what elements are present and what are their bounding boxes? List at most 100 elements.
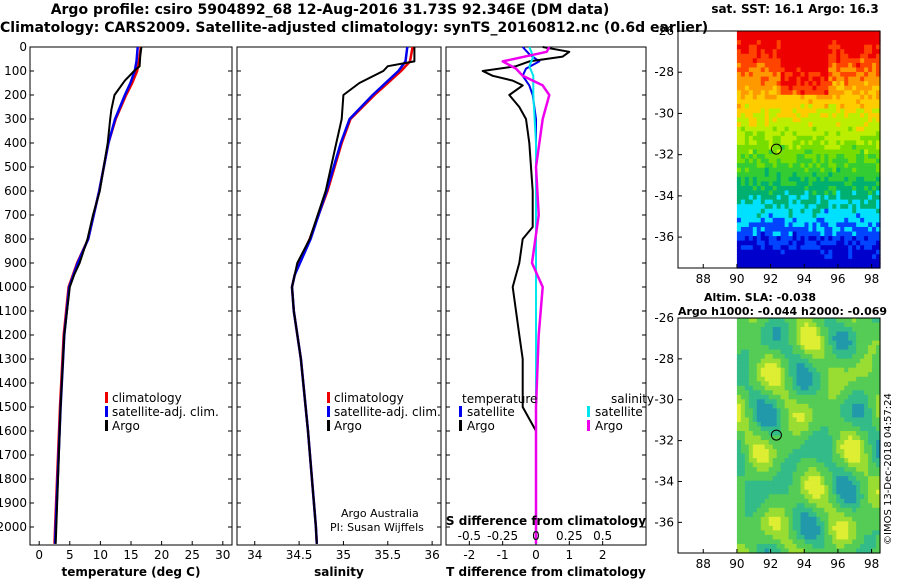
map-cell [828, 44, 833, 50]
map-cell [752, 390, 758, 396]
map-cell [736, 494, 742, 500]
map-cell [872, 345, 877, 351]
map-cell [776, 222, 782, 228]
map-cell [848, 336, 853, 342]
map-cell [872, 399, 877, 405]
map-cell [856, 172, 861, 178]
map-cell [772, 476, 778, 482]
map-cell [768, 226, 774, 233]
map-cell [872, 403, 877, 409]
map-cell [764, 199, 770, 205]
map-cell [752, 236, 758, 242]
map-cell [820, 67, 825, 73]
map-cell [856, 31, 861, 37]
map-cell [808, 489, 814, 495]
map-cell [840, 394, 845, 400]
map-cell [800, 245, 806, 251]
map-cell [812, 240, 817, 246]
map-cell [832, 345, 837, 351]
map-cell [784, 58, 790, 64]
map-cell [848, 99, 853, 105]
map-cell [772, 40, 778, 46]
map-cell [736, 430, 742, 437]
map-cell [812, 236, 817, 242]
map-cell [812, 385, 817, 391]
map-cell [828, 85, 833, 91]
map-cell [800, 163, 806, 169]
map-cell [812, 190, 817, 196]
map-cell [816, 35, 821, 41]
map-cell [868, 67, 873, 73]
map-cell [772, 534, 778, 541]
map-cell [816, 408, 821, 414]
map-cell [780, 390, 786, 396]
map-cell [848, 263, 853, 269]
map-cell [820, 90, 825, 96]
map-cell [804, 131, 810, 137]
map-cell [760, 534, 766, 541]
map-cell [848, 340, 853, 346]
map-cell [876, 208, 881, 214]
map-cell [856, 449, 861, 455]
map-cell [836, 349, 841, 355]
map-cell [876, 367, 881, 373]
map-cell [836, 408, 841, 414]
map-cell [752, 408, 758, 414]
map-cell [768, 345, 774, 351]
map-cell [812, 503, 817, 509]
map-cell [768, 381, 774, 387]
map-cell [816, 144, 821, 151]
map-cell [856, 530, 861, 536]
map-cell [748, 417, 754, 423]
map-cell [816, 444, 821, 450]
map-cell [740, 358, 746, 364]
map-cell [832, 44, 837, 50]
map-cell [836, 494, 841, 500]
map-cell [764, 154, 770, 160]
map-cell [764, 76, 770, 82]
map-cell [820, 548, 825, 554]
map-cell [796, 507, 802, 513]
map-cell [808, 534, 814, 541]
map-cell [812, 135, 817, 141]
map-cell [812, 58, 817, 64]
map-cell [824, 81, 829, 87]
map-cell [820, 507, 825, 513]
map-cell [876, 167, 881, 173]
map-cell [828, 435, 833, 441]
map-cell [808, 525, 814, 531]
map-cell [844, 444, 849, 450]
map-cell [816, 462, 821, 468]
map-cell [780, 213, 786, 219]
map-cell [776, 471, 782, 477]
map-cell [876, 140, 881, 146]
map-cell [816, 340, 821, 346]
map-cell [872, 240, 877, 246]
map-cell [752, 167, 758, 173]
map-cell [760, 226, 766, 233]
map-cell [768, 426, 774, 432]
map-cell [772, 117, 778, 123]
map-cell [868, 327, 873, 333]
map-cell [840, 245, 845, 251]
map-cell [840, 408, 845, 414]
map-cell [740, 199, 746, 205]
map-cell [856, 345, 861, 351]
map-cell [788, 489, 794, 495]
map-cell [860, 35, 865, 41]
map-cell [756, 318, 762, 324]
map-cell [760, 471, 766, 477]
map-cell [744, 539, 750, 545]
map-cell [860, 489, 865, 495]
y-tick-label: 400 [4, 136, 27, 150]
map-cell [792, 126, 798, 132]
x-tick-label: 34.5 [286, 548, 313, 562]
map-cell [860, 480, 865, 486]
map-cell [872, 322, 877, 328]
map-cell [864, 62, 869, 69]
map-cell [760, 58, 766, 64]
map-cell [852, 176, 857, 183]
map-cell [764, 408, 770, 414]
map-cell [832, 117, 837, 123]
map-cell [836, 258, 841, 265]
